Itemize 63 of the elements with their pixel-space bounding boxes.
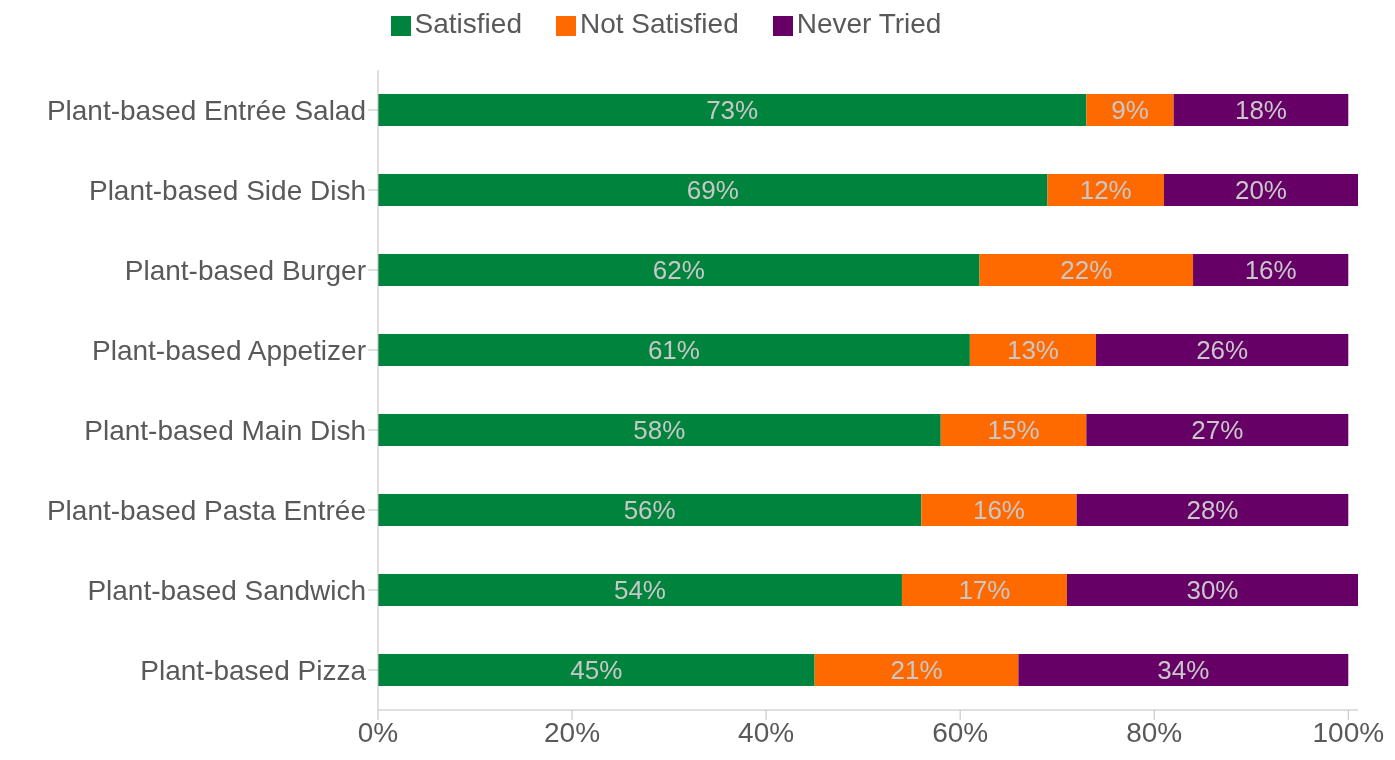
x-tick-label: 40% [738, 716, 795, 748]
data-label: 73% [706, 95, 759, 126]
x-tick-label: 80% [1126, 716, 1183, 748]
data-label: 69% [686, 175, 739, 206]
data-label: 18% [1234, 95, 1287, 126]
bar [378, 334, 970, 366]
x-tick-label: 0% [357, 716, 399, 748]
y-tick-label: Plant-based Pasta Entrée [46, 494, 366, 526]
bar [378, 174, 1048, 206]
data-label: 45% [570, 655, 623, 686]
bar [1086, 414, 1349, 446]
y-tick-label: Plant-based Burger [124, 254, 366, 286]
bar [378, 94, 1087, 126]
data-label: 28% [1186, 495, 1239, 526]
x-tick-label: 20% [544, 716, 601, 748]
legend-label: Satisfied [414, 8, 522, 39]
data-label: 9% [1111, 95, 1149, 126]
bar [378, 654, 815, 686]
y-tick-label: Plant-based Side Dish [88, 174, 366, 206]
bar [969, 334, 1097, 366]
bar [378, 414, 941, 446]
bar [1018, 654, 1349, 686]
data-label: 16% [1244, 255, 1297, 286]
y-tick-label: Plant-based Appetizer [92, 334, 366, 366]
x-tick-label: 100% [1312, 716, 1385, 748]
data-label: 54% [613, 575, 666, 606]
x-tick-label: 60% [932, 716, 989, 748]
bar [378, 254, 980, 286]
data-label: 17% [958, 575, 1011, 606]
bar [979, 254, 1194, 286]
bar [1096, 334, 1349, 366]
data-label: 56% [623, 495, 676, 526]
bar [940, 414, 1087, 446]
bar [1076, 494, 1349, 526]
data-label: 27% [1191, 415, 1244, 446]
bar [1163, 174, 1358, 206]
data-label: 61% [647, 335, 700, 366]
bar [1193, 254, 1349, 286]
bar [378, 494, 922, 526]
bar [901, 574, 1067, 606]
legend-label: Never Tried [796, 8, 942, 39]
y-tick-label: Plant-based Sandwich [87, 574, 366, 606]
data-label: 22% [1060, 255, 1113, 286]
data-label: 13% [1006, 335, 1059, 366]
bar [1173, 94, 1349, 126]
bar [814, 654, 1019, 686]
data-label: 20% [1234, 175, 1287, 206]
data-label: 58% [633, 415, 686, 446]
data-label: 15% [987, 415, 1040, 446]
data-label: 26% [1196, 335, 1249, 366]
legend-label: Not Satisfied [579, 8, 739, 39]
bar [921, 494, 1077, 526]
y-tick-label: Plant-based Entrée Salad [46, 94, 366, 126]
data-label: 62% [652, 255, 705, 286]
bar [378, 574, 902, 606]
data-label: 21% [890, 655, 943, 686]
y-tick-label: Plant-based Main Dish [84, 414, 366, 446]
data-label: 16% [972, 495, 1026, 526]
data-label: 30% [1186, 575, 1239, 606]
data-label: 34% [1157, 655, 1210, 686]
y-tick-label: Plant-based Pizza [140, 654, 367, 686]
data-label: 12% [1079, 175, 1132, 206]
bar [1066, 574, 1358, 606]
